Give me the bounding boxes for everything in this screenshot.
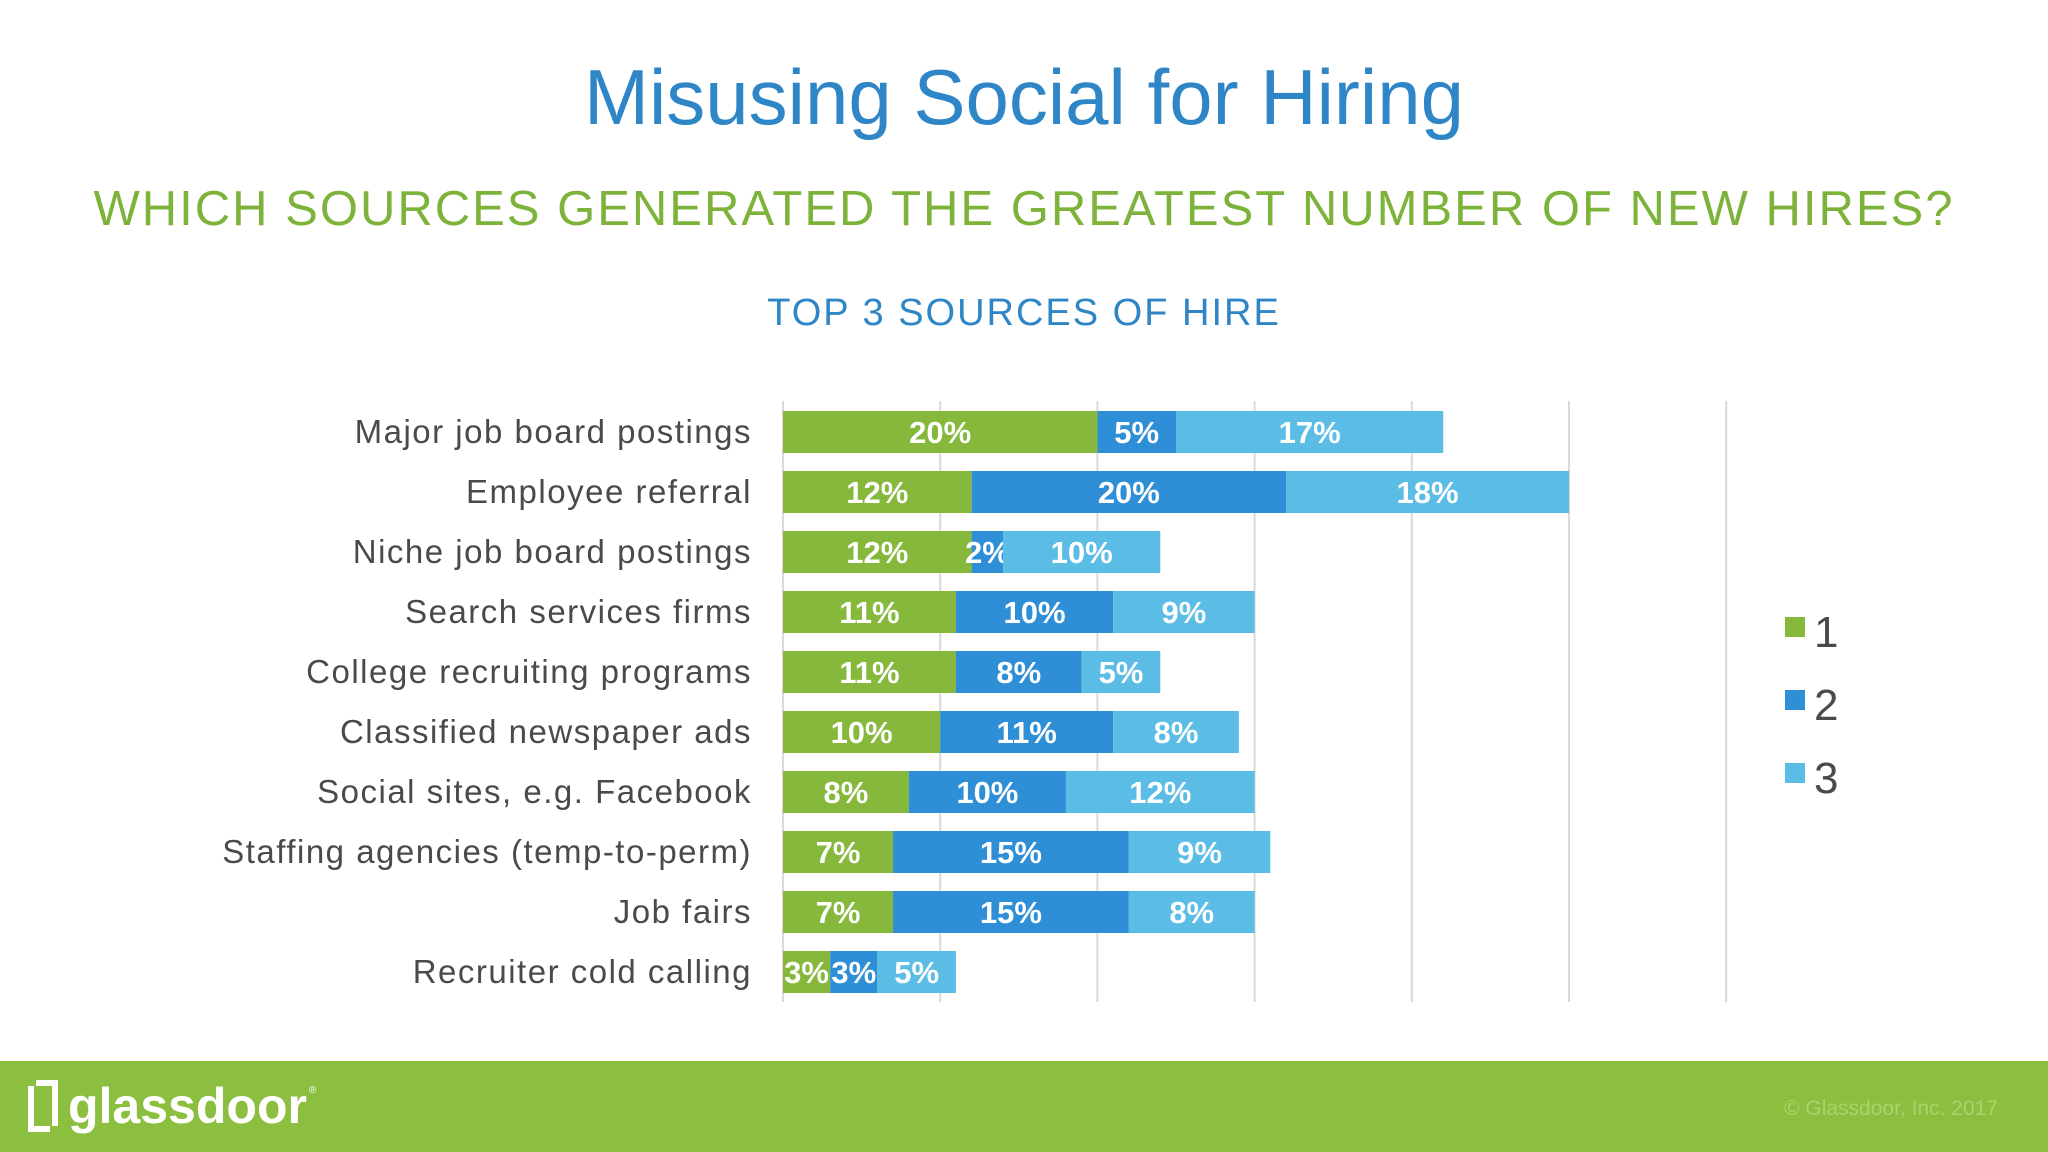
bar-segment <box>893 831 1129 873</box>
chart-bars: Major job board postings 20% 5% 17% Employee… <box>222 411 1569 993</box>
data-label: 11% <box>839 655 899 690</box>
category-label: Job fairs <box>614 893 752 930</box>
bar-segment <box>783 471 972 513</box>
data-label: 9% <box>1177 835 1222 870</box>
data-label: 8% <box>1169 895 1214 930</box>
copyright-text: © Glassdoor, Inc. 2017 <box>1784 1097 1998 1120</box>
data-label: 8% <box>1154 715 1199 750</box>
category-label: Employee referral <box>466 473 752 510</box>
data-label: 12% <box>846 475 908 510</box>
bar-segment <box>971 531 1004 573</box>
bar-segment <box>783 951 831 993</box>
legend-label: 3 <box>1814 754 1838 803</box>
chart-legend: 1 2 3 <box>1785 608 1838 803</box>
bar-segment <box>783 711 941 753</box>
bar-segment <box>783 411 1098 453</box>
bar-segment <box>955 591 1114 633</box>
bar-segment <box>1003 531 1161 573</box>
data-label: 10% <box>831 715 893 750</box>
data-label: 10% <box>1003 595 1065 630</box>
bar-segment <box>1097 411 1176 453</box>
data-label: 3% <box>831 955 876 990</box>
page-title: Misusing Social for Hiring <box>584 53 1464 141</box>
data-label: 9% <box>1161 595 1206 630</box>
data-label: 10% <box>1051 535 1113 570</box>
bar-segment <box>893 891 1129 933</box>
data-label: 11% <box>996 715 1056 750</box>
bar-segment <box>1286 471 1569 513</box>
bar-segment <box>783 891 894 933</box>
category-label: Recruiter cold calling <box>413 953 752 990</box>
page-subtitle: WHICH SOURCES GENERATED THE GREATEST NUM… <box>93 182 1955 236</box>
data-label: 20% <box>1098 475 1160 510</box>
bar-segment <box>940 711 1114 753</box>
data-label: 3% <box>784 955 829 990</box>
logo-trademark: ® <box>308 1084 317 1096</box>
footer-bar: glassdoor ® © Glassdoor, Inc. 2017 <box>0 1061 2048 1152</box>
data-label: 12% <box>1129 775 1191 810</box>
bar-segment <box>908 771 1066 813</box>
bar-segment <box>783 651 956 693</box>
bar-segment <box>830 951 878 993</box>
category-label: Staffing agencies (temp-to-perm) <box>222 833 752 870</box>
data-label: 7% <box>816 895 861 930</box>
data-label: 8% <box>823 775 868 810</box>
bar-segment <box>783 831 894 873</box>
bar-segment <box>971 471 1287 513</box>
category-label: Social sites, e.g. Facebook <box>317 773 752 810</box>
data-label: 18% <box>1396 475 1458 510</box>
glassdoor-door-icon <box>28 1078 58 1134</box>
bar-segment <box>783 771 909 813</box>
bar-segment <box>1128 831 1271 873</box>
data-label: 15% <box>980 895 1042 930</box>
category-label: Niche job board postings <box>353 533 752 570</box>
data-label: 5% <box>894 955 939 990</box>
data-label: 5% <box>1099 655 1144 690</box>
bar-segment <box>877 951 956 993</box>
data-label: 20% <box>909 415 971 450</box>
legend-label: 2 <box>1814 681 1838 730</box>
legend-swatch <box>1785 617 1805 637</box>
data-label: 12% <box>846 535 908 570</box>
data-label: 17% <box>1279 415 1341 450</box>
bar-segment <box>783 591 956 633</box>
bar-segment <box>1081 651 1161 693</box>
data-label: 8% <box>996 655 1041 690</box>
stacked-bar-chart: Major job board postings 20% 5% 17%Employee… <box>222 401 1838 1002</box>
chart-title: TOP 3 SOURCES OF HIRE <box>767 292 1281 334</box>
category-label: Classified newspaper ads <box>340 713 752 750</box>
glassdoor-logo: glassdoor ® <box>28 1077 316 1135</box>
category-label: College recruiting programs <box>306 653 752 690</box>
logo-text: glassdoor <box>68 1078 307 1134</box>
data-label: 5% <box>1114 415 1159 450</box>
bar-segment <box>1113 711 1239 753</box>
data-label: 11% <box>839 595 899 630</box>
bar-segment <box>783 531 972 573</box>
bar-segment <box>1176 411 1444 453</box>
category-label: Search services firms <box>405 593 752 630</box>
data-label: 10% <box>956 775 1018 810</box>
bar-segment <box>1113 591 1255 633</box>
legend-swatch <box>1785 690 1805 710</box>
legend-label: 1 <box>1814 608 1838 657</box>
bar-segment <box>955 651 1082 693</box>
legend-swatch <box>1785 763 1805 783</box>
data-label: 2% <box>965 535 1010 570</box>
data-label: 15% <box>980 835 1042 870</box>
category-label: Major job board postings <box>355 413 752 450</box>
data-label: 7% <box>816 835 861 870</box>
bar-segment <box>1128 891 1255 933</box>
bar-segment <box>1065 771 1255 813</box>
